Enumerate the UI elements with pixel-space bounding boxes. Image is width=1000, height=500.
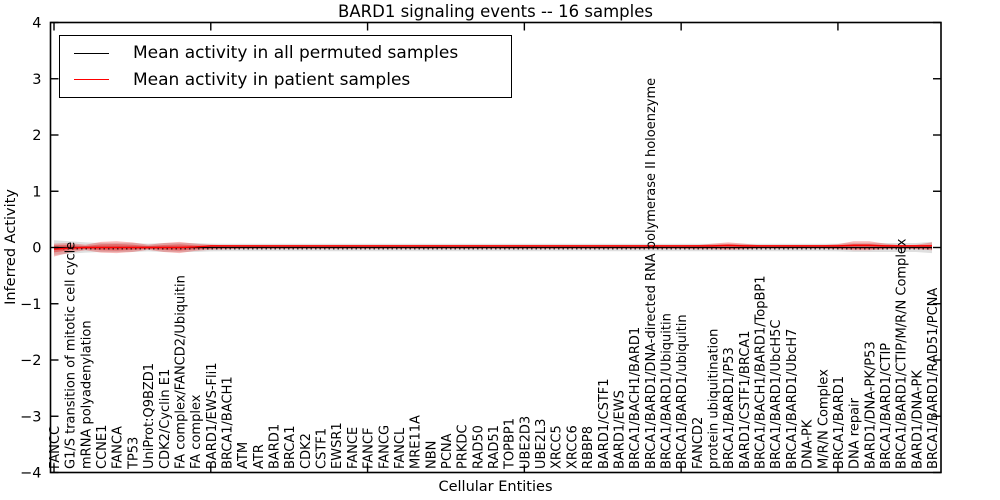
x-tick-label: BRCA1/BARD1/CTIP — [879, 343, 894, 469]
x-tick-label: BARD1/CSTF1/BRCA1 — [738, 331, 753, 469]
y-tick-label: 2 — [32, 128, 41, 144]
y-tick-label: −1 — [20, 297, 41, 313]
x-tick-label: protein ubiquitination — [707, 329, 722, 469]
x-tick-label: DNA repair — [848, 397, 863, 469]
x-tick-label: FANCD2 — [691, 417, 706, 469]
y-tick-label: 3 — [32, 72, 41, 88]
x-tick-label: CSTF1 — [315, 428, 330, 469]
x-tick-label: FANCC — [48, 426, 63, 469]
x-tick-label: CCNE1 — [95, 425, 110, 469]
x-tick-label: BRCA1/BARD1/CTIP/M/R/N Complex — [895, 238, 910, 469]
x-tick-label: BRCA1/BARD1/UbcH5C — [769, 320, 784, 469]
x-tick-label: TOPBP1 — [503, 418, 518, 470]
legend-label-patient: Mean activity in patient samples — [133, 69, 411, 90]
x-tick-label: CDK2 — [299, 433, 314, 469]
x-tick-label: BARD1/CSTF1 — [597, 378, 612, 469]
x-tick-label: FANCA — [111, 426, 126, 469]
x-tick-label: DNA-PK — [801, 419, 816, 469]
x-tick-label: BRCA1/BARD1/RAD51/PCNA — [926, 288, 941, 469]
x-tick-label: BARD1/EWS — [612, 390, 627, 469]
legend-item-patient: Mean activity in patient samples — [74, 70, 501, 90]
x-tick-label: FANCE — [346, 427, 361, 469]
x-tick-label: NBN — [424, 441, 439, 469]
x-tick-label: BRCA1/BARD1 — [832, 376, 847, 469]
x-tick-label: FANCF — [362, 428, 377, 469]
x-tick-label: XRCC5 — [550, 425, 565, 469]
x-tick-label: UniProt:Q9BZD1 — [142, 363, 157, 469]
x-tick-label: PRKDC — [456, 425, 471, 469]
x-tick-label: XRCC6 — [565, 425, 580, 469]
x-tick-label: BRCA1 — [283, 425, 298, 469]
chart-title: BARD1 signaling events -- 16 samples — [338, 2, 653, 21]
x-tick-label: BARD1/EWS-Fli1 — [205, 363, 220, 470]
legend: Mean activity in all permuted samples Me… — [59, 35, 512, 98]
y-tick-label: −3 — [20, 409, 41, 425]
x-tick-label: FANCL — [393, 427, 408, 469]
x-tick-label: BRCA1/BARD1/Ubiquitin — [659, 313, 674, 469]
x-tick-label: BRCA1/BARD1/P53 — [722, 347, 737, 469]
x-tick-label: BARD1/DNA-PK/P53 — [863, 341, 878, 469]
x-tick-label: TP53 — [126, 437, 141, 470]
y-tick-label: 4 — [32, 16, 41, 32]
y-tick-label: 1 — [32, 184, 41, 200]
x-tick-label: MRE11A — [409, 415, 424, 469]
x-tick-label: BARD1 — [268, 424, 283, 469]
legend-label-permuted: Mean activity in all permuted samples — [133, 43, 459, 64]
legend-item-permuted: Mean activity in all permuted samples — [74, 43, 501, 63]
x-tick-label: G1/S transition of mitotic cell cycle — [64, 242, 79, 469]
x-tick-label: UBE2D3 — [518, 416, 533, 469]
x-tick-label: FANCG — [377, 425, 392, 469]
patient-line-swatch — [74, 79, 109, 81]
x-tick-label: BRCA1/BACH1/BARD1/TopBP1 — [754, 276, 769, 469]
patient-mean-line — [53, 244, 932, 250]
x-tick-label: mRNA polyadenylation — [79, 320, 94, 469]
x-tick-label: EWSR1 — [330, 422, 345, 469]
x-tick-label: BRCA1/BARD1/UbcH7 — [785, 329, 800, 469]
x-tick-label: FA complex — [189, 394, 204, 469]
x-axis-label: Cellular Entities — [438, 479, 553, 495]
permuted-line-swatch — [74, 52, 109, 54]
y-tick-label: 0 — [32, 241, 41, 257]
y-tick-label: −2 — [20, 353, 41, 369]
x-tick-label: BRCA1/BARD1/DNA-directed RNA polymerase … — [644, 78, 659, 469]
x-tick-label: BARD1/DNA-PK — [910, 370, 925, 469]
x-tick-label: BRCA1/BACH1/BARD1 — [628, 327, 643, 469]
x-tick-label: FA complex/FANCD2/Ubiquitin — [173, 275, 188, 469]
x-tick-label: UBE2L3 — [534, 419, 549, 469]
y-tick-label: −4 — [20, 466, 41, 482]
x-tick-label: RAD50 — [471, 425, 486, 469]
x-tick-label: M/R/N Complex — [816, 369, 831, 469]
x-tick-label: ATM — [236, 442, 251, 469]
x-tick-label: RAD51 — [487, 425, 502, 469]
x-tick-label: PCNA — [440, 433, 455, 469]
x-tick-label: BRCA1/BACH1 — [220, 376, 235, 469]
x-tick-label: BRCA1/BARD1/ubiquitin — [675, 314, 690, 469]
x-tick-label: CDK2/Cyclin E1 — [158, 369, 173, 469]
x-tick-label: RBBP8 — [581, 426, 596, 469]
x-tick-label: ATR — [252, 444, 267, 469]
